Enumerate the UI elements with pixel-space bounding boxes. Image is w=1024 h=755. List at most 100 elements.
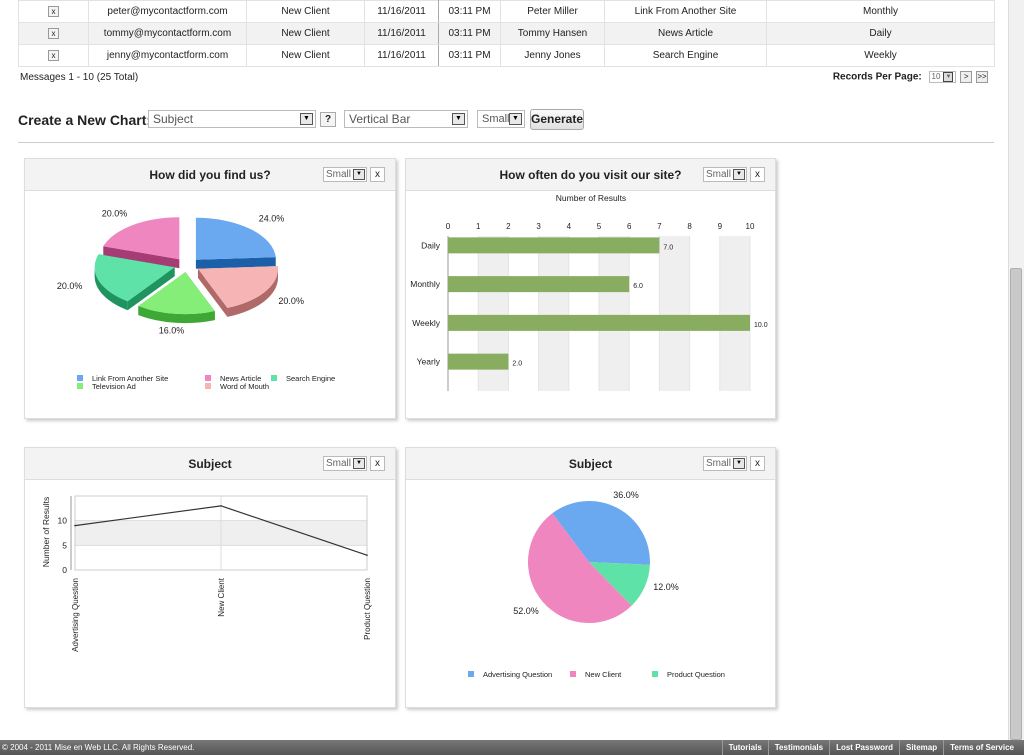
delete-cell: x bbox=[18, 44, 89, 67]
chevron-down-icon: ▼ bbox=[733, 458, 745, 469]
footer: © 2004 - 2011 Mise en Web LLC. All Right… bbox=[0, 740, 1024, 755]
panel-header: Subject Small ▼ x bbox=[406, 448, 775, 480]
pie-slice-edge bbox=[195, 257, 276, 269]
panel-size-value: Small bbox=[706, 458, 732, 469]
panel-size-value: Small bbox=[326, 458, 352, 469]
y-tick-label: Weekly bbox=[412, 318, 440, 328]
bar-value-label: 10.0 bbox=[754, 322, 768, 329]
legend-label: New Client bbox=[585, 670, 622, 679]
x-tick-label: 3 bbox=[536, 222, 541, 231]
pie-slice bbox=[552, 501, 650, 565]
x-tick-label: 6 bbox=[627, 222, 632, 231]
slice-value-label: 52.0% bbox=[513, 606, 539, 616]
email-cell: tommy@mycontactform.com bbox=[88, 22, 247, 45]
time-cell: 03:11 PM bbox=[448, 28, 491, 39]
delete-button[interactable]: x bbox=[48, 6, 59, 17]
bar bbox=[448, 276, 630, 293]
slice-value-label: 24.0% bbox=[259, 214, 285, 224]
footer-link-terms-of-service[interactable]: Terms of Service bbox=[943, 740, 1020, 755]
footer-links: Tutorials Testimonials Lost Password Sitema… bbox=[721, 740, 1020, 755]
footer-link-sitemap[interactable]: Sitemap bbox=[898, 740, 943, 755]
chart-panel-find-us: How did you find us? Small ▼ x 24.0% 20.0% 1… bbox=[24, 158, 396, 419]
footer-link-tutorials[interactable]: Tutorials bbox=[721, 740, 768, 755]
panel-close-button[interactable]: x bbox=[370, 456, 385, 471]
name-cell: Jenny Jones bbox=[500, 44, 605, 67]
frequency-cell: Weekly bbox=[766, 44, 995, 67]
panel-controls: Small ▼ x bbox=[703, 167, 765, 183]
date-cell: 11/16/2011 bbox=[377, 28, 426, 39]
footer-link-testimonials[interactable]: Testimonials bbox=[767, 740, 829, 755]
panel-header: Subject Small ▼ x bbox=[25, 448, 395, 480]
table-row[interactable]: x jenny@mycontactform.com New Client 11/16/… bbox=[18, 44, 995, 67]
slice-value-label: 16.0% bbox=[159, 326, 185, 336]
name-cell: Tommy Hansen bbox=[517, 28, 588, 39]
source-cell: News Article bbox=[604, 22, 767, 45]
delete-button[interactable]: x bbox=[48, 50, 59, 61]
records-per-page-label: Records Per Page: bbox=[832, 71, 922, 83]
chart-type-value: Vertical Bar bbox=[349, 112, 411, 126]
bar-value-label: 6.0 bbox=[633, 283, 643, 290]
records-per-page-select[interactable]: 10 ▼ bbox=[928, 71, 957, 83]
legend-label: Product Question bbox=[667, 670, 725, 679]
chart-field-value: Subject bbox=[153, 112, 194, 126]
panel-close-button[interactable]: x bbox=[750, 456, 765, 471]
legend-label: Word of Mouth bbox=[220, 382, 269, 391]
panel-title: How often do you visit our site? bbox=[499, 168, 682, 182]
legend-label: Advertising Question bbox=[483, 670, 552, 679]
table-row[interactable]: x peter@mycontactform.com New Client 11/16/… bbox=[18, 0, 995, 23]
panel-size-select[interactable]: Small ▼ bbox=[323, 456, 367, 471]
legend-swatch bbox=[652, 671, 658, 677]
delete-cell: x bbox=[18, 0, 89, 23]
legend-swatch bbox=[205, 375, 211, 381]
panel-title: How did you find us? bbox=[149, 168, 271, 182]
next-page-button[interactable]: > bbox=[960, 71, 973, 83]
footer-link-lost-password[interactable]: Lost Password bbox=[829, 740, 899, 755]
panel-size-select[interactable]: Small ▼ bbox=[703, 167, 747, 182]
name-cell: Tommy Hansen bbox=[500, 22, 605, 45]
pie-slice bbox=[138, 272, 215, 315]
panel-size-value: Small bbox=[326, 169, 352, 180]
table-row[interactable]: x tommy@mycontactform.com New Client 11/16/… bbox=[18, 22, 995, 45]
help-button[interactable]: ? bbox=[320, 112, 336, 127]
y-tick-label: Yearly bbox=[417, 357, 441, 367]
panel-header: How often do you visit our site? Small ▼ x bbox=[406, 159, 775, 191]
records-per-page: Records Per Page: 10 ▼ > >> bbox=[833, 71, 988, 83]
x-tick-label: 0 bbox=[446, 222, 451, 231]
data-point bbox=[220, 505, 222, 507]
panel-controls: Small ▼ x bbox=[703, 456, 765, 472]
chart-panel-visit-frequency: How often do you visit our site? Small ▼ x… bbox=[405, 158, 776, 419]
pie-slice bbox=[527, 513, 632, 624]
grid-band bbox=[719, 236, 750, 391]
source-cell: News Article bbox=[657, 28, 713, 39]
panel-size-select[interactable]: Small ▼ bbox=[703, 456, 747, 471]
panel-size-select[interactable]: Small ▼ bbox=[323, 167, 367, 182]
grid-band bbox=[659, 236, 690, 391]
find-us-pie-chart: 24.0% 20.0% 16.0% 20.0% 20.0% Link From Anoth… bbox=[57, 208, 335, 391]
frequency-cell: Monthly bbox=[766, 0, 995, 23]
panel-close-button[interactable]: x bbox=[750, 167, 765, 182]
chart-size-value: Small bbox=[482, 113, 510, 125]
subject-cell: New Client bbox=[281, 6, 330, 17]
last-page-button[interactable]: >> bbox=[976, 71, 988, 83]
subject-cell: New Client bbox=[246, 22, 365, 45]
x-tick-label: 7 bbox=[657, 222, 662, 231]
time-cell: 03:11 PM bbox=[438, 0, 501, 23]
legend-swatch bbox=[570, 671, 576, 677]
messages-count: Messages 1 - 10 (25 Total) bbox=[20, 72, 139, 83]
data-point bbox=[74, 524, 76, 527]
generate-button[interactable]: Generate bbox=[530, 109, 584, 130]
divider bbox=[18, 142, 994, 143]
scrollbar-thumb[interactable] bbox=[1010, 268, 1022, 740]
panel-title: Subject bbox=[188, 457, 232, 471]
y-tick-label: Monthly bbox=[410, 279, 441, 289]
bar bbox=[448, 353, 509, 370]
pie-slice-edge bbox=[197, 268, 228, 317]
chart-size-select[interactable]: Small ▼ bbox=[477, 110, 525, 128]
slice-value-label: 20.0% bbox=[102, 208, 128, 218]
delete-button[interactable]: x bbox=[48, 28, 59, 39]
chart-type-select[interactable]: Vertical Bar ▼ bbox=[344, 110, 468, 128]
panel-close-button[interactable]: x bbox=[370, 167, 385, 182]
chart-field-select[interactable]: Subject ▼ bbox=[148, 110, 316, 128]
bar-value-label: 2.0 bbox=[512, 361, 522, 368]
date-cell: 11/16/2011 bbox=[377, 50, 426, 61]
